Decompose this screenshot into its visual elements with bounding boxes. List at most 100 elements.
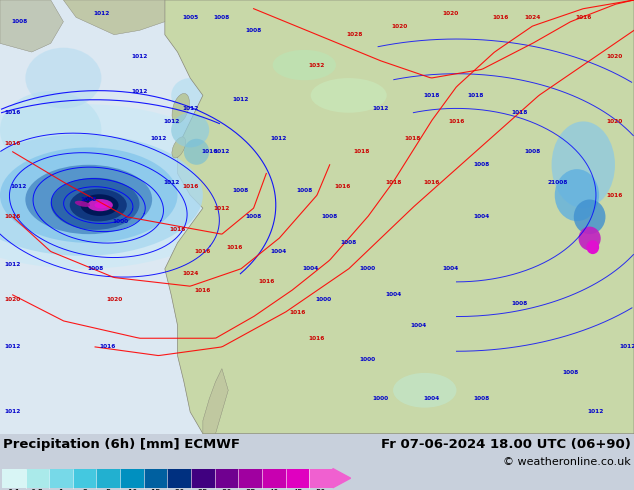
Ellipse shape: [94, 202, 108, 208]
Text: 1024: 1024: [182, 270, 198, 276]
Ellipse shape: [75, 201, 90, 207]
Text: 1004: 1004: [442, 267, 458, 271]
Text: 1018: 1018: [404, 136, 420, 141]
Text: 1012: 1012: [233, 97, 249, 102]
Text: 1008: 1008: [214, 15, 230, 20]
Text: 1024: 1024: [524, 15, 541, 20]
Text: 1016: 1016: [258, 279, 275, 284]
Bar: [191, 468, 215, 488]
Bar: [120, 468, 144, 488]
Bar: [25, 468, 49, 488]
Text: 1004: 1004: [410, 323, 427, 328]
Text: 1008: 1008: [474, 162, 490, 167]
Text: 1012: 1012: [93, 10, 110, 16]
Text: 1032: 1032: [309, 63, 325, 68]
Bar: [215, 468, 238, 488]
Text: 1012: 1012: [163, 180, 179, 185]
Text: 1000: 1000: [359, 357, 376, 363]
Text: Precipitation (6h) [mm] ECMWF: Precipitation (6h) [mm] ECMWF: [3, 438, 240, 451]
Ellipse shape: [0, 134, 203, 256]
Polygon shape: [63, 0, 165, 35]
Text: 1008: 1008: [245, 214, 262, 220]
Ellipse shape: [171, 113, 209, 147]
Ellipse shape: [70, 189, 127, 221]
Text: 1018: 1018: [385, 180, 401, 185]
Text: 1012: 1012: [163, 119, 179, 124]
Text: 1016: 1016: [195, 249, 211, 254]
Text: 21008: 21008: [548, 180, 568, 185]
Text: 1004: 1004: [271, 249, 287, 254]
Ellipse shape: [25, 48, 101, 108]
Polygon shape: [0, 0, 63, 52]
Text: 1020: 1020: [607, 119, 623, 124]
Text: 1008: 1008: [512, 301, 528, 306]
Text: 1008: 1008: [81, 197, 97, 202]
Bar: [262, 468, 285, 488]
Text: 1000: 1000: [315, 297, 332, 302]
Text: 1016: 1016: [195, 288, 211, 293]
Bar: [309, 468, 333, 488]
Bar: [144, 468, 167, 488]
Ellipse shape: [184, 30, 235, 74]
Ellipse shape: [81, 194, 119, 216]
Text: 1012: 1012: [588, 410, 604, 415]
Text: 1016: 1016: [309, 336, 325, 341]
Text: 1016: 1016: [448, 119, 465, 124]
Text: 1012: 1012: [182, 106, 198, 111]
Text: 1012: 1012: [131, 54, 148, 59]
Ellipse shape: [172, 94, 190, 123]
Ellipse shape: [393, 373, 456, 408]
Ellipse shape: [0, 147, 178, 243]
Text: 1008: 1008: [340, 240, 357, 245]
Ellipse shape: [578, 226, 601, 250]
Text: 1020: 1020: [106, 297, 122, 302]
Ellipse shape: [555, 169, 599, 221]
Polygon shape: [165, 0, 634, 434]
Bar: [73, 468, 96, 488]
Ellipse shape: [0, 91, 101, 169]
Text: 1012: 1012: [271, 136, 287, 141]
Text: 1012: 1012: [214, 206, 230, 211]
Ellipse shape: [574, 199, 605, 234]
Text: 1016: 1016: [493, 15, 509, 20]
Text: 1000: 1000: [112, 219, 129, 223]
Text: 1008: 1008: [562, 370, 579, 375]
Bar: [238, 468, 262, 488]
Ellipse shape: [184, 139, 209, 165]
Text: 1008: 1008: [245, 28, 262, 33]
Text: 1000: 1000: [372, 396, 389, 401]
Ellipse shape: [171, 78, 209, 113]
Text: 1016: 1016: [334, 184, 351, 189]
Text: 1018: 1018: [423, 93, 439, 98]
Text: 1020: 1020: [391, 24, 408, 28]
Text: 1008: 1008: [11, 19, 27, 24]
Text: 1012: 1012: [619, 344, 634, 349]
Text: 1000: 1000: [359, 267, 376, 271]
Bar: [96, 468, 120, 488]
Ellipse shape: [87, 199, 113, 211]
Text: 1020: 1020: [607, 54, 623, 59]
Text: 1008: 1008: [321, 214, 338, 220]
Text: © weatheronline.co.uk: © weatheronline.co.uk: [503, 457, 631, 467]
Text: 1012: 1012: [4, 262, 21, 267]
Bar: [49, 468, 73, 488]
Text: 1012: 1012: [372, 106, 389, 111]
Text: 1016: 1016: [607, 193, 623, 197]
Text: 1016: 1016: [201, 149, 217, 154]
Ellipse shape: [172, 137, 186, 158]
Text: 1016: 1016: [169, 227, 186, 232]
Text: 1016: 1016: [182, 184, 198, 189]
Text: 1008: 1008: [233, 188, 249, 194]
Text: 1008: 1008: [87, 267, 103, 271]
Text: Fr 07-06-2024 18.00 UTC (06+90): Fr 07-06-2024 18.00 UTC (06+90): [381, 438, 631, 451]
Text: 1018: 1018: [512, 110, 528, 115]
Text: 1012: 1012: [131, 89, 148, 94]
Ellipse shape: [311, 78, 387, 113]
Text: 1004: 1004: [385, 293, 401, 297]
Text: 1012: 1012: [4, 410, 21, 415]
Polygon shape: [203, 368, 228, 434]
Text: 1004: 1004: [423, 396, 439, 401]
Ellipse shape: [0, 104, 247, 269]
Text: 1008: 1008: [296, 188, 313, 194]
Text: 1008: 1008: [524, 149, 541, 154]
